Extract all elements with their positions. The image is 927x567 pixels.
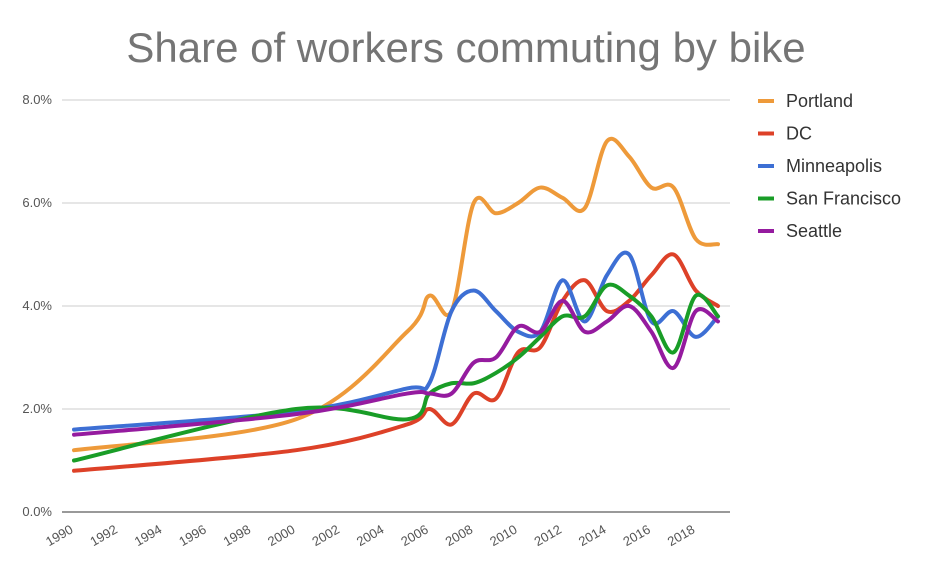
series-line-san-francisco xyxy=(72,282,720,463)
legend-label-dc: DC xyxy=(786,124,812,144)
x-tick-label: 1990 xyxy=(43,522,76,549)
legend-swatch-portland xyxy=(758,99,774,103)
legend-label-portland: Portland xyxy=(786,91,853,111)
x-tick-label: 2014 xyxy=(576,522,609,549)
y-tick-label: 4.0% xyxy=(22,298,52,313)
x-tick-label: 2004 xyxy=(354,522,387,549)
legend-label-seattle: Seattle xyxy=(786,221,842,241)
legend-swatch-dc xyxy=(758,131,774,136)
series-line-dc xyxy=(72,252,720,473)
x-tick-label: 1998 xyxy=(221,522,254,549)
legend-swatch-san-francisco xyxy=(758,196,774,201)
y-tick-label: 8.0% xyxy=(22,92,52,107)
series-line-seattle xyxy=(72,298,720,437)
legend-swatch-seattle xyxy=(758,229,774,233)
series-line-minneapolis xyxy=(72,250,720,432)
x-tick-label: 2012 xyxy=(532,522,565,549)
series-line-portland xyxy=(72,136,720,453)
legend: Portland DC Minneapolis San Francisco Seattl… xyxy=(758,91,901,241)
x-tick-label: 1996 xyxy=(176,522,209,549)
x-tick-label: 2010 xyxy=(487,522,520,549)
x-tick-label: 2016 xyxy=(620,522,653,549)
y-tick-label: 2.0% xyxy=(22,401,52,416)
x-tick-label: 1992 xyxy=(87,522,120,549)
y-axis-tick-labels: 0.0% 2.0% 4.0% 6.0% 8.0% xyxy=(22,92,52,519)
x-tick-label: 2018 xyxy=(665,522,698,549)
x-tick-label: 1994 xyxy=(132,522,165,549)
x-tick-label: 2000 xyxy=(265,522,298,549)
legend-label-minneapolis: Minneapolis xyxy=(786,156,882,176)
gridlines xyxy=(62,99,730,513)
legend-swatch-minneapolis xyxy=(758,164,774,168)
series-lines xyxy=(72,136,720,473)
x-tick-label: 2002 xyxy=(309,522,342,549)
x-axis-tick-labels: 1990 1992 1994 1996 1998 2000 2002 2004 2006 2008… xyxy=(43,522,697,549)
chart-title: Share of workers commuting by bike xyxy=(126,24,805,71)
y-tick-label: 6.0% xyxy=(22,195,52,210)
y-tick-label: 0.0% xyxy=(22,504,52,519)
x-tick-label: 2008 xyxy=(443,522,476,549)
x-tick-label: 2006 xyxy=(398,522,431,549)
legend-label-san-francisco: San Francisco xyxy=(786,189,901,209)
